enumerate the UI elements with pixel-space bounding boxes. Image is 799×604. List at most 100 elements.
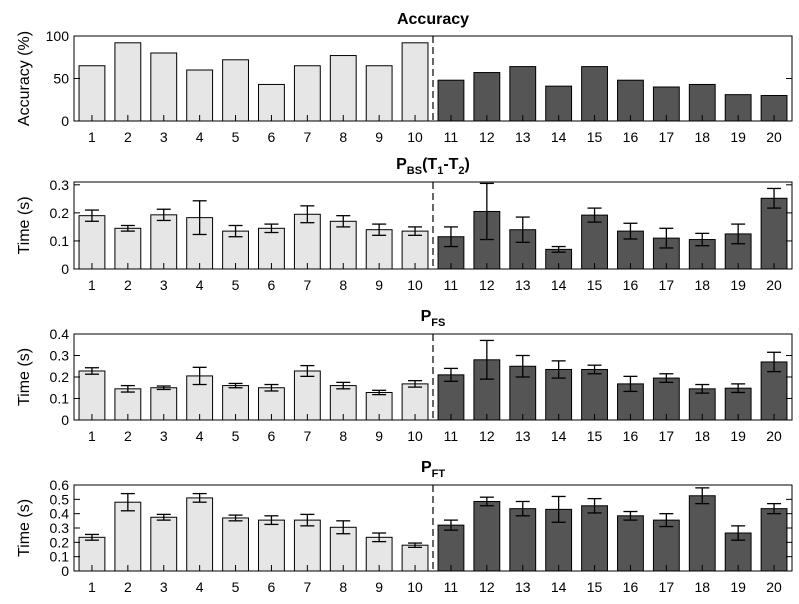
title-text: ): [465, 156, 470, 173]
error-bar-14: [551, 245, 566, 253]
x-tick-label: 6: [268, 277, 276, 293]
x-tick-label: 20: [766, 428, 782, 444]
x-tick-label: 7: [303, 579, 311, 595]
bar-20: [760, 508, 788, 572]
x-tick-label: 3: [160, 428, 168, 444]
error-bar-2: [120, 384, 135, 393]
error-bar-15: [587, 207, 602, 223]
error-bar-19: [731, 525, 746, 541]
error-bar-13: [515, 354, 530, 378]
x-tick-label: 16: [623, 129, 639, 145]
error-bar-10: [408, 380, 423, 388]
x-tick-label: 3: [160, 579, 168, 595]
x-tick-label: 7: [303, 277, 311, 293]
x-tick-label: 18: [694, 129, 710, 145]
x-tick-label: 4: [196, 277, 204, 293]
x-tick-label: 16: [623, 428, 639, 444]
x-tick-label: 17: [659, 277, 675, 293]
error-bar-5: [228, 382, 243, 389]
error-bar-10: [408, 542, 423, 548]
x-tick-label: 5: [232, 579, 240, 595]
y-tick-label: 0.1: [50, 391, 70, 407]
x-tick-label: 15: [587, 579, 603, 595]
error-bar-8: [336, 381, 351, 390]
error-bar-1: [84, 209, 99, 222]
y-tick-label: 0.1: [50, 233, 70, 249]
x-tick-label: 12: [479, 277, 495, 293]
title-text: P: [421, 308, 432, 325]
x-tick-label: 15: [587, 277, 603, 293]
bar-2: [114, 42, 142, 122]
error-bar-9: [372, 223, 387, 236]
y-tick-label: 0: [61, 563, 69, 579]
y-tick-label: 50: [53, 71, 69, 87]
bar-18: [688, 388, 716, 421]
error-bar-7: [300, 205, 315, 224]
bar-6: [258, 83, 285, 122]
title-subscript: BS: [407, 165, 422, 177]
error-bar-8: [336, 215, 351, 228]
title-subscript: FT: [432, 468, 446, 480]
bar-3: [150, 214, 178, 270]
error-bar-11: [443, 367, 458, 382]
error-bar-11: [443, 226, 458, 248]
error-bar-4: [192, 200, 207, 236]
x-tick-label: 5: [232, 129, 240, 145]
x-tick-label: 19: [730, 579, 746, 595]
error-bar-3: [156, 208, 171, 222]
y-axis-label: Time (s): [16, 499, 33, 557]
error-bar-6: [264, 383, 279, 392]
bar-1: [78, 370, 106, 421]
x-tick-label: 11: [444, 579, 459, 595]
error-bar-4: [192, 366, 207, 386]
x-tick-label: 6: [268, 579, 276, 595]
error-bar-6: [264, 223, 279, 234]
chart-panel-2: PBS(T1-T2)Time (s)00.10.20.31 2 3 4 5 6 7 8 9 10 1…: [16, 156, 793, 293]
x-tick-label: 4: [196, 428, 204, 444]
bar-2: [114, 227, 142, 270]
x-tick-label: 8: [339, 579, 347, 595]
x-tick-label: 11: [444, 277, 459, 293]
error-bar-20: [767, 502, 782, 515]
bar-8: [329, 220, 357, 270]
bar-8: [329, 526, 357, 572]
x-tick-label: 9: [375, 579, 383, 595]
y-tick-label: 0: [61, 113, 69, 129]
x-tick-label: 4: [196, 129, 204, 145]
chart-title: PFT: [421, 459, 445, 480]
x-tick-label: 8: [339, 277, 347, 293]
x-tick-label: 16: [623, 277, 639, 293]
bar-2: [114, 501, 142, 572]
error-bar-6: [264, 515, 279, 526]
bar-4: [186, 69, 214, 122]
y-tick-label: 0.3: [50, 348, 70, 364]
bar-7: [293, 213, 321, 270]
x-tick-label: 13: [515, 428, 531, 444]
bar-5: [222, 59, 249, 122]
bar-6: [258, 519, 285, 572]
x-tick-label: 1: [88, 129, 96, 145]
x-tick-label: 13: [515, 579, 531, 595]
bar-13: [509, 508, 537, 572]
error-bar-5: [228, 514, 243, 522]
y-tick-label: 0.3: [50, 177, 70, 193]
error-bar-19: [731, 223, 746, 245]
x-tick-label: 2: [124, 579, 132, 595]
x-tick-label: 19: [730, 277, 746, 293]
error-bar-4: [192, 492, 207, 503]
x-tick-label: 2: [124, 277, 132, 293]
bar-15: [581, 368, 608, 421]
x-tick-label: 13: [515, 277, 531, 293]
x-tick-label: 18: [694, 277, 710, 293]
x-tick-label: 10: [407, 428, 423, 444]
x-tick-label: 14: [551, 428, 567, 444]
x-tick-label: 11: [444, 129, 459, 145]
bar-10: [401, 42, 429, 122]
bar-7: [293, 370, 321, 421]
y-axis-label: Accuracy (%): [16, 31, 33, 126]
bar-12: [473, 500, 501, 572]
error-bar-13: [515, 500, 530, 517]
